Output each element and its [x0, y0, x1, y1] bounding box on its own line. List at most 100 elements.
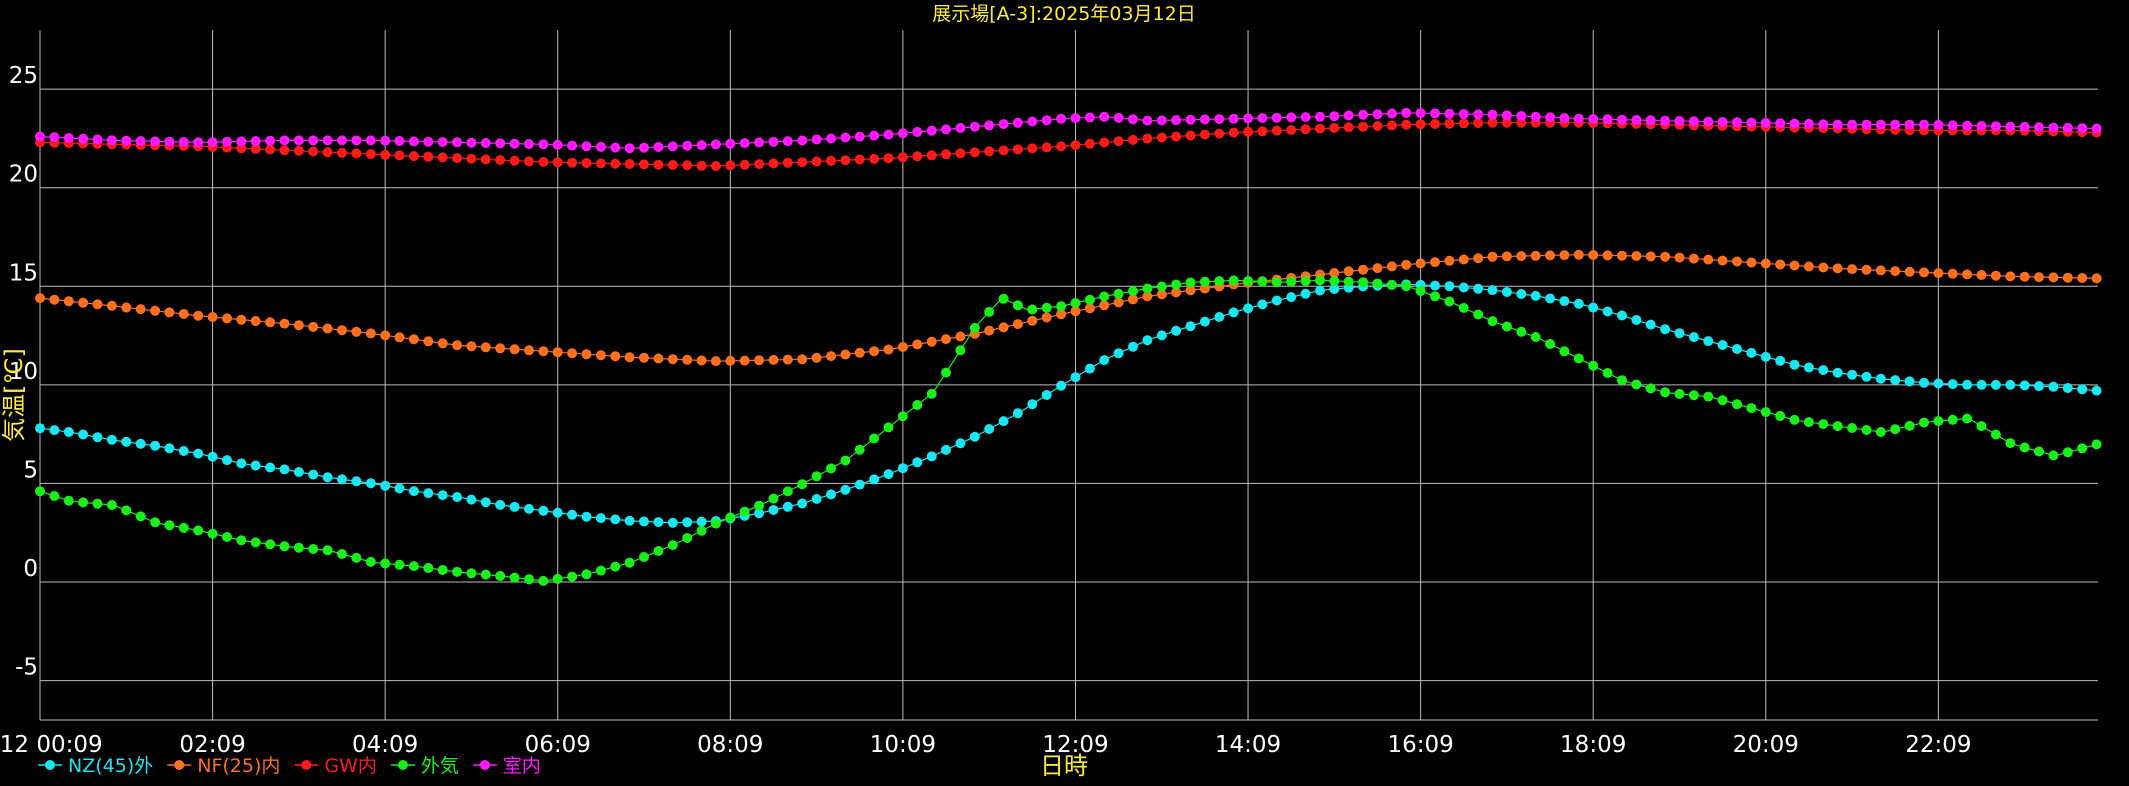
- data-point: [236, 314, 247, 325]
- data-point: [1875, 427, 1886, 437]
- data-point: [840, 455, 851, 466]
- x-tick-label: 14:09: [1215, 732, 1281, 758]
- data-point: [969, 147, 980, 158]
- legend-item: GW内: [294, 755, 377, 777]
- data-point: [1487, 251, 1498, 262]
- data-point: [480, 569, 491, 580]
- data-point: [1588, 114, 1599, 124]
- data-point: [1444, 118, 1455, 129]
- data-point: [1156, 132, 1167, 143]
- data-point: [337, 147, 347, 158]
- data-point: [1732, 256, 1742, 267]
- data-point: [955, 345, 966, 356]
- data-point: [984, 424, 995, 434]
- data-point: [955, 331, 966, 342]
- data-point: [63, 296, 74, 307]
- data-point: [207, 451, 218, 462]
- data-point: [1487, 117, 1498, 128]
- data-point: [595, 158, 606, 169]
- data-point: [854, 444, 865, 455]
- data-point: [1171, 131, 1182, 142]
- data-point: [883, 469, 894, 480]
- series-line: [39, 283, 2099, 524]
- data-point: [1530, 111, 1541, 122]
- data-point: [768, 493, 779, 504]
- data-point: [1501, 117, 1512, 128]
- data-point: [897, 128, 908, 139]
- data-point: [1084, 363, 1095, 374]
- data-point: [480, 138, 491, 148]
- data-point: [423, 336, 434, 347]
- data-point: [1142, 133, 1153, 144]
- data-point: [912, 151, 923, 162]
- data-point: [524, 156, 534, 167]
- data-point: [768, 354, 779, 365]
- data-point: [912, 339, 923, 350]
- data-point: [984, 306, 995, 317]
- data-point: [869, 346, 880, 357]
- data-point: [1602, 114, 1613, 125]
- data-point: [912, 127, 923, 137]
- data-point: [552, 573, 563, 584]
- data-point: [2005, 271, 2016, 282]
- data-point: [135, 304, 146, 315]
- data-point: [984, 120, 995, 131]
- data-point: [1861, 119, 1872, 130]
- data-point: [1746, 117, 1757, 128]
- data-point: [1056, 380, 1067, 391]
- data-point: [1559, 113, 1570, 123]
- data-point: [279, 541, 290, 552]
- data-point: [2062, 383, 2073, 393]
- data-point: [998, 145, 1009, 156]
- data-point: [581, 349, 592, 360]
- data-point: [2019, 442, 2030, 453]
- data-point: [121, 436, 132, 447]
- data-point: [437, 565, 448, 575]
- data-point: [1847, 119, 1858, 130]
- data-point: [1228, 113, 1239, 124]
- legend-marker: [301, 760, 312, 770]
- data-point: [1473, 283, 1484, 294]
- data-point: [1056, 113, 1067, 124]
- data-point: [1243, 126, 1254, 137]
- data-point: [1401, 107, 1412, 118]
- x-tick-label: 22:09: [1905, 732, 1971, 758]
- data-point: [1803, 118, 1814, 129]
- data-point: [35, 423, 45, 434]
- data-point: [1142, 335, 1153, 346]
- data-point: [1559, 296, 1570, 307]
- data-point: [524, 503, 534, 514]
- data-point: [1501, 321, 1512, 332]
- data-point: [1688, 390, 1699, 401]
- data-point: [1343, 110, 1354, 121]
- data-point: [1430, 280, 1440, 291]
- data-point: [998, 119, 1009, 130]
- data-point: [912, 457, 923, 468]
- data-point: [1904, 119, 1915, 130]
- data-point: [265, 539, 276, 550]
- data-point: [2091, 385, 2102, 396]
- y-tick-label: 5: [23, 457, 38, 483]
- data-point: [941, 444, 951, 455]
- data-point: [1056, 301, 1067, 312]
- data-point: [408, 151, 419, 162]
- data-point: [826, 489, 836, 500]
- data-point: [552, 507, 563, 518]
- data-point: [1962, 269, 1973, 280]
- data-point: [150, 517, 161, 528]
- data-point: [2034, 381, 2044, 392]
- data-point: [1847, 423, 1858, 433]
- data-point: [1990, 379, 2001, 390]
- data-point: [1199, 114, 1210, 125]
- data-point: [667, 540, 678, 551]
- data-point: [2062, 447, 2073, 458]
- data-point: [365, 328, 376, 339]
- data-point: [293, 145, 304, 156]
- data-point: [1832, 421, 1843, 432]
- data-point: [941, 334, 951, 345]
- data-point: [754, 508, 765, 519]
- data-point: [1027, 399, 1038, 410]
- data-point: [883, 344, 894, 355]
- data-point: [1861, 371, 1872, 382]
